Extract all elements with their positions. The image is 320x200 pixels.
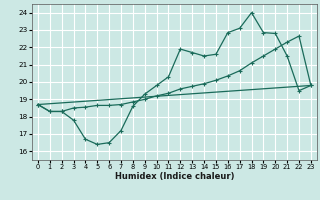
X-axis label: Humidex (Indice chaleur): Humidex (Indice chaleur) [115, 172, 234, 181]
